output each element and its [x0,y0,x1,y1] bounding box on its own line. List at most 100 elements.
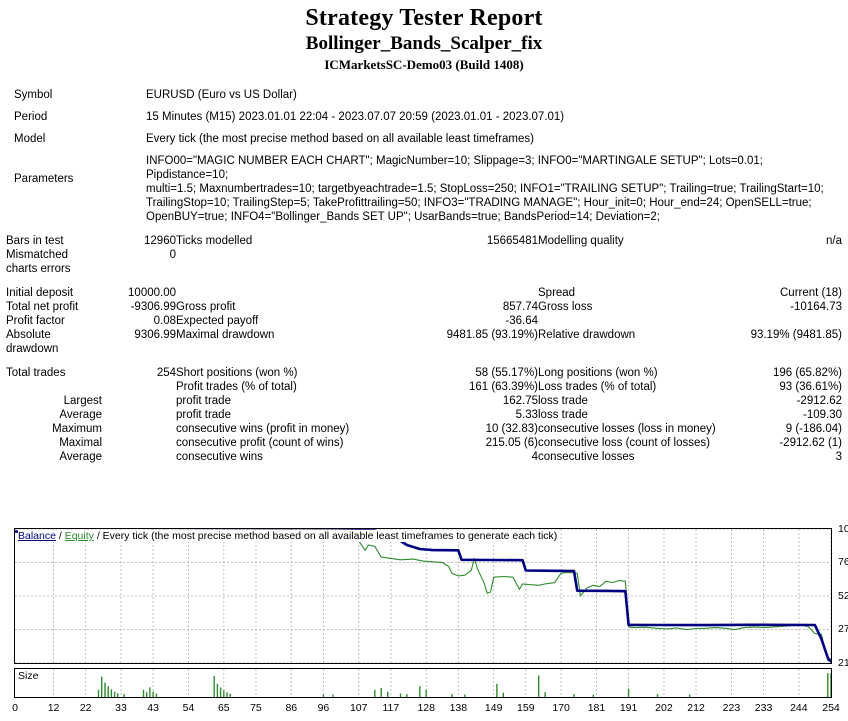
maximal-consecutive-profit-label: consecutive profit (count of wins) [176,437,344,449]
total-net-profit-value: -9306.99 [130,301,176,313]
x-axis-tick: 233 [754,702,773,714]
absolute-drawdown-label: Absolute drawdown [6,328,102,356]
avg-consecutive-losses-label: consecutive losses [538,451,635,463]
total-trades-value: 254 [156,367,176,379]
loss-trades-label: Loss trades (% of total) [538,381,657,393]
table-row: Initial deposit 10000.00 Spread Current … [6,286,842,300]
symbol-label: Symbol [14,89,53,101]
balance-equity-curves [15,529,831,663]
legend-balance-label[interactable]: Balance [18,530,56,542]
largest-loss-trade-value: -2912.62 [796,395,842,407]
x-axis-tick: 75 [250,702,262,714]
x-axis-tick: 223 [722,702,741,714]
legend-separator-1: / [55,530,65,542]
absolute-drawdown-value: 9306.99 [134,329,176,341]
x-axis-tick: 191 [619,702,638,714]
maximal-label: Maximal [59,437,102,449]
table-row: Total net profit -9306.99 Gross profit 8… [6,300,842,314]
modelling-quality-value: n/a [826,235,842,247]
gross-profit-label: Gross profit [176,301,236,313]
x-axis-tick: 117 [382,702,400,714]
expected-payoff-value: -36.64 [505,315,538,327]
x-axis-tick: 86 [285,702,298,714]
table-row: Profit trades (% of total) 161 (63.39%) … [6,380,842,394]
initial-deposit-label: Initial deposit [6,287,74,299]
table-row: Average profit trade 5.33 loss trade -10… [6,408,842,422]
test-info-table: Symbol EURUSD (Euro vs US Dollar) Period… [6,84,842,228]
bars-in-test-value: 12960 [144,235,176,247]
profit-factor-value: 0.08 [153,315,176,327]
long-positions-label: Long positions (won %) [538,367,658,379]
x-axis-tick: 254 [822,702,840,714]
x-axis-tick: 170 [552,702,570,714]
mismatched-charts-errors-value: 0 [169,249,176,261]
max-consecutive-wins-label: consecutive wins (profit in money) [176,423,350,435]
maximal-consecutive-loss-value: -2912.62 (1) [779,437,842,449]
loss-trades-value: 93 (36.61%) [779,381,842,393]
long-positions-value: 196 (65.82%) [772,367,842,379]
parameters-label: Parameters [14,173,74,185]
initial-deposit-value: 10000.00 [128,287,176,299]
gross-profit-value: 857.74 [502,301,538,313]
expert-name: Bollinger_Bands_Scalper_fix [305,33,543,54]
broker-build: ICMarketsSC-Demo03 (Build 1408) [324,57,524,72]
parameters-line-3: TrailingStop=10; TrailingStep=5; TakePro… [146,197,812,209]
period-label: Period [14,111,48,123]
profit-factor-label: Profit factor [6,315,65,327]
table-row: Profit factor 0.08 Expected payoff -36.6… [6,314,842,328]
info-row-parameters: Parameters INFO00="MAGIC NUMBER EACH CHA… [6,150,842,228]
average-profit-trade-label: profit trade [176,409,231,421]
legend-equity-label[interactable]: Equity [64,530,94,542]
x-axis-tick: 107 [349,702,368,714]
x-axis-tick: 43 [147,702,159,714]
y-axis-tick: 5202 [838,590,848,602]
ticks-modelled-value: 15665481 [486,235,538,247]
legend-model-label: Every tick (the most precise method base… [102,530,558,542]
graph-x-axis: 0 12 22 33 43 54 65 75 86 96 107 117 128 138 149 159 170… [12,702,840,718]
maximum-label: Maximum [52,423,102,435]
largest-label: Largest [63,395,102,407]
size-histogram-panel: Size [14,668,832,698]
x-axis-tick: 12 [47,702,60,714]
max-consecutive-wins-value: 10 (32.83) [485,423,538,435]
bars-in-test-label: Bars in test [6,235,64,247]
expected-payoff-label: Expected payoff [176,315,259,327]
modelling-quality-label: Modelling quality [538,235,624,247]
total-net-profit-label: Total net profit [6,301,79,313]
mismatched-charts-errors-label: Mismatched charts errors [6,248,102,276]
table-row: Maximal consecutive profit (count of win… [6,436,842,450]
mismatched-label-line2: charts errors [6,263,71,275]
symbol-value: EURUSD (Euro vs US Dollar) [146,89,297,101]
ticks-modelled-label: Ticks modelled [176,235,253,247]
spacer [6,356,842,366]
model-label: Model [14,133,46,145]
x-axis-tick: 244 [790,702,808,714]
table-row: Absolute drawdown 9306.99 Maximal drawdo… [6,328,842,356]
profit-trades-value: 161 (63.39%) [468,381,538,393]
x-axis-tick: 65 [217,702,230,714]
page-title: Strategy Tester Report [305,5,543,31]
parameters-line-4: OpenBUY=true; INFO4="Bollinger_Bands SET… [146,211,660,223]
spread-label: Spread [538,287,576,299]
largest-loss-trade-label: loss trade [538,395,588,407]
gross-loss-label: Gross loss [538,301,593,313]
short-positions-label: Short positions (won %) [176,367,298,379]
table-row: Mismatched charts errors 0 [6,248,842,276]
x-axis-tick: 22 [79,702,92,714]
info-row-period: Period 15 Minutes (M15) 2023.01.01 22:04… [6,106,842,128]
y-axis-tick: 7696 [838,556,848,569]
absolute-drawdown-label-line1: Absolute [6,329,51,341]
x-axis-tick: 181 [587,702,606,714]
balance-equity-graph: Balance / Equity / Every tick (the most … [14,528,834,698]
relative-drawdown-value: 93.19% (9481.85) [750,329,842,341]
x-axis-tick: 159 [517,702,535,714]
graph-y-axis: 10189 7696 5202 2709 215 [836,524,848,700]
table-row: Maximum consecutive wins (profit in mone… [6,422,842,436]
mismatched-label-line1: Mismatched [6,249,68,261]
x-axis-tick: 202 [655,702,673,714]
maximal-consecutive-loss-label: consecutive loss (count of losses) [538,437,710,449]
x-axis-tick: 0 [12,702,18,714]
spread-value: Current (18) [780,287,842,299]
spacer [6,276,842,286]
profit-trades-label: Profit trades (% of total) [176,381,297,393]
